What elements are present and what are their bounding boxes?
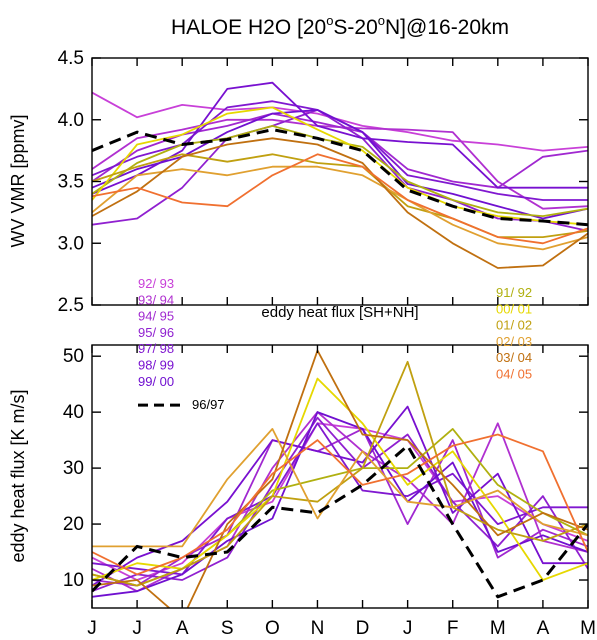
wv-ytick-label: 4.0 xyxy=(58,110,84,131)
month-label: J xyxy=(132,618,142,639)
wv-series-02--03 xyxy=(92,165,588,251)
ehf-series-03--04 xyxy=(92,349,588,608)
legend-entry-dashed: 96/97 xyxy=(192,397,225,412)
ehf-ytick-label: 10 xyxy=(63,570,84,591)
wv-series-lines xyxy=(92,81,588,269)
wv-series-92--93 xyxy=(92,91,588,152)
legend-entry: 99/ 00 xyxy=(138,374,174,389)
month-label: N xyxy=(311,618,325,639)
ehf-series-00--01 xyxy=(92,377,588,581)
wv-series-04--05 xyxy=(92,153,588,245)
ehf-series-92--93 xyxy=(92,422,588,581)
month-label: M xyxy=(580,618,596,639)
title-degree-2: o xyxy=(378,13,385,28)
month-label: J xyxy=(403,618,413,639)
legend-entry: 03/ 04 xyxy=(496,350,532,365)
ehf-ytick-label: 30 xyxy=(63,458,84,479)
legend-entry: 97/ 98 xyxy=(138,341,174,356)
legend-entry: 01/ 02 xyxy=(496,318,532,333)
wv-series-98--99 xyxy=(92,81,588,195)
legend-entry: 02/ 03 xyxy=(496,334,532,349)
ehf-series-91--92 xyxy=(92,427,588,587)
eddy-heat-flux-panel: 10 20 30 40 50 eddy heat flux [K m/s] xyxy=(8,344,589,609)
ehf-ytick-label: 50 xyxy=(63,346,84,367)
wv-series-00--01 xyxy=(92,106,588,226)
wv-ytick-label: 4.5 xyxy=(58,48,84,69)
wv-series-01--02 xyxy=(92,153,588,239)
month-label: F xyxy=(447,618,459,639)
legend-entry: 95/ 96 xyxy=(138,325,174,340)
month-label: M xyxy=(490,618,506,639)
month-label: O xyxy=(265,618,280,639)
ehf-series-96-97 xyxy=(92,444,588,599)
chart-title: HALOE H2O [20oS-20oN]@16-20km xyxy=(171,13,509,39)
legend-entry: 04/ 05 xyxy=(496,367,532,382)
month-label: A xyxy=(537,618,550,639)
wv-series-03--04 xyxy=(92,137,588,269)
wv-series-91--92 xyxy=(92,125,588,218)
ehf-ytick-label: 20 xyxy=(63,514,84,535)
wv-ytick-label: 3.0 xyxy=(58,233,84,254)
ehf-plot-frame xyxy=(91,344,589,609)
ehf-series-99--00 xyxy=(92,411,588,598)
month-label: J xyxy=(87,618,97,639)
ehf-series-98--99 xyxy=(92,405,588,587)
month-label: D xyxy=(356,618,370,639)
wv-series-99--00 xyxy=(92,109,588,220)
legend-entry: 98/ 99 xyxy=(138,358,174,373)
title-degree-1: o xyxy=(326,13,333,28)
ehf-series-02--03 xyxy=(92,427,588,548)
ehf-series-95--96 xyxy=(92,416,588,593)
middle-label: eddy heat flux [SH+NH] xyxy=(261,304,418,321)
legend-entry: 94/ 95 xyxy=(138,309,174,324)
ehf-y-axis-label: eddy heat flux [K m/s] xyxy=(8,389,28,562)
legend-entry: 93/ 94 xyxy=(138,292,174,307)
wv-ytick-label: 2.5 xyxy=(58,295,84,316)
ehf-ytick-label: 40 xyxy=(63,402,84,423)
ehf-series-lines xyxy=(92,349,588,608)
water-vapor-panel: 2.5 3.0 3.5 4.0 4.5 WV VMR [ppmv] xyxy=(8,48,589,316)
month-label: A xyxy=(176,618,189,639)
legend-entry: 91/ 92 xyxy=(496,285,532,300)
ehf-series-04--05 xyxy=(92,433,588,576)
legend-entry: 92/ 93 xyxy=(138,276,174,291)
wv-ytick-label: 3.5 xyxy=(58,172,84,193)
wv-y-axis-label: WV VMR [ppmv] xyxy=(8,114,28,247)
legend-entry: 00/ 01 xyxy=(496,301,532,316)
wv-series-96-97 xyxy=(92,128,588,227)
wv-series-94--95 xyxy=(92,112,588,189)
month-label: S xyxy=(221,618,234,639)
ehf-series-94--95 xyxy=(92,427,588,587)
